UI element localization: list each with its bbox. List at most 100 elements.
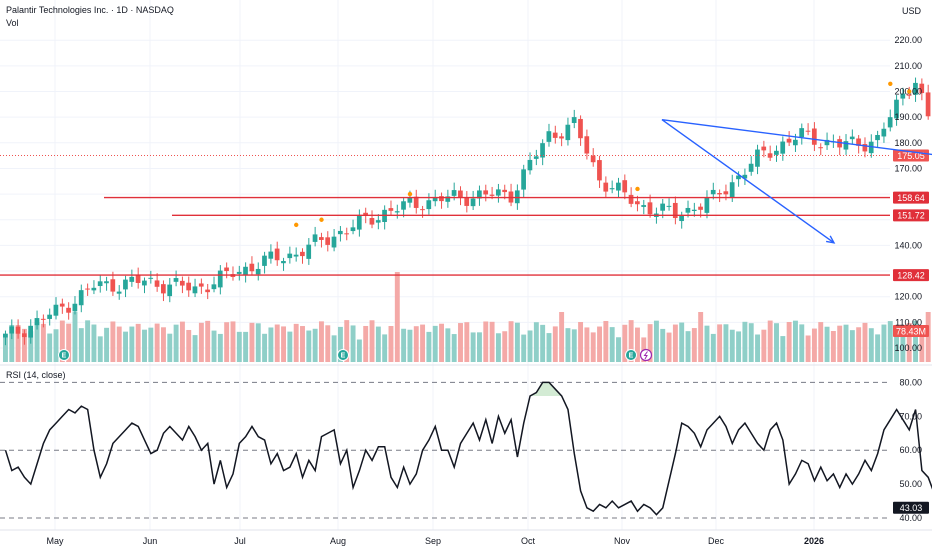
- candle-body: [881, 128, 887, 137]
- candle-body: [3, 333, 8, 338]
- candle-body: [369, 218, 375, 225]
- candle-body: [148, 277, 154, 279]
- candle-body: [262, 255, 267, 266]
- candle-body: [34, 318, 40, 326]
- volume-bar: [300, 326, 305, 362]
- price-tick: 210.00: [894, 61, 922, 71]
- volume-bar: [483, 321, 489, 362]
- volume-bar: [59, 320, 65, 362]
- volume-bar: [255, 323, 261, 362]
- volume-bar: [571, 329, 577, 362]
- candle-body: [287, 253, 293, 259]
- candles[interactable]: [3, 77, 932, 346]
- candle-body: [698, 206, 703, 210]
- volume-bar: [369, 320, 375, 362]
- volume-bar: [439, 323, 444, 362]
- volume-bar: [129, 326, 135, 362]
- candle-body: [774, 150, 779, 155]
- volume-bar: [470, 332, 476, 362]
- volume-bar: [603, 320, 609, 362]
- volume-bar: [616, 337, 621, 362]
- volume-bar: [622, 324, 628, 362]
- volume-bar: [894, 329, 900, 362]
- volume-bar: [887, 321, 893, 362]
- event-dot: [907, 89, 912, 94]
- volume-bar: [679, 322, 685, 362]
- arrow-head: [825, 235, 836, 244]
- level-tag: [893, 209, 929, 222]
- candle-body: [344, 233, 349, 235]
- candle-body: [685, 207, 691, 213]
- candle-body: [167, 284, 173, 297]
- candle-body: [15, 326, 21, 334]
- volume-bar: [249, 322, 255, 362]
- volume-bar: [584, 327, 590, 362]
- volume-bar: [527, 330, 533, 362]
- candle-body: [47, 314, 52, 319]
- candle-body: [350, 227, 356, 232]
- candle-body: [300, 251, 305, 257]
- candle-body: [388, 208, 394, 211]
- volume-bar: [565, 328, 571, 362]
- volume-bar: [774, 323, 779, 362]
- event-dot: [407, 191, 413, 197]
- candle-body: [546, 131, 552, 142]
- volume-bar: [742, 321, 748, 362]
- volume-bar: [900, 335, 906, 362]
- volume-bar: [723, 324, 729, 362]
- volume-bar: [647, 324, 653, 362]
- earnings-icon-glyph: E: [629, 353, 634, 360]
- candle-body: [887, 117, 893, 128]
- volume-bar: [198, 322, 204, 362]
- volume-bar: [287, 331, 293, 362]
- volume-bar: [274, 324, 280, 362]
- volume-bar: [217, 333, 223, 362]
- support-levels[interactable]: 158.64 151.72 128.42 175.05 78.43M: [0, 149, 929, 337]
- volume-bar: [407, 329, 413, 362]
- volume-bar: [672, 324, 678, 362]
- candle-body: [862, 144, 868, 152]
- rsi-overbought-fill: [523, 382, 568, 396]
- candle-body: [319, 237, 324, 240]
- candle-body: [470, 198, 476, 207]
- candle-body: [843, 141, 849, 150]
- volume-bar: [635, 327, 640, 362]
- candle-body: [66, 307, 71, 313]
- candle-body: [786, 138, 792, 143]
- time-tick: Oct: [521, 536, 536, 546]
- volume-bar: [489, 321, 495, 362]
- candle-body: [243, 266, 248, 276]
- candle-body: [856, 138, 861, 146]
- volume-bar: [805, 335, 811, 362]
- candle-body: [622, 180, 628, 193]
- volume-bar: [710, 333, 716, 362]
- volume-bar: [704, 325, 710, 362]
- candle-body: [571, 117, 577, 123]
- rsi-tag-label: 43.03: [900, 503, 923, 513]
- candle-body: [824, 139, 830, 146]
- candle-body: [704, 197, 710, 213]
- candle-body: [527, 159, 533, 171]
- rsi-pane[interactable]: 43.03: [0, 381, 932, 519]
- candle-body: [363, 212, 368, 216]
- candle-body: [413, 196, 419, 208]
- candle-body: [154, 280, 160, 287]
- candle-body: [110, 279, 116, 292]
- volume-bar: [205, 320, 211, 362]
- candle-body: [9, 326, 15, 334]
- volume-bar: [729, 329, 735, 362]
- candle-body: [268, 251, 274, 259]
- candle-body: [767, 153, 773, 158]
- volume-bar: [211, 330, 217, 362]
- earnings-icon: [58, 349, 70, 361]
- volume-label: Vol: [6, 18, 19, 28]
- volume-bar: [382, 334, 388, 362]
- projection-arrow[interactable]: [661, 119, 932, 244]
- candle-body: [641, 205, 647, 207]
- candle-body: [761, 146, 767, 151]
- candle-body: [356, 214, 362, 230]
- volume-tag-label: 78.43M: [896, 326, 926, 336]
- volume-bar: [849, 330, 855, 362]
